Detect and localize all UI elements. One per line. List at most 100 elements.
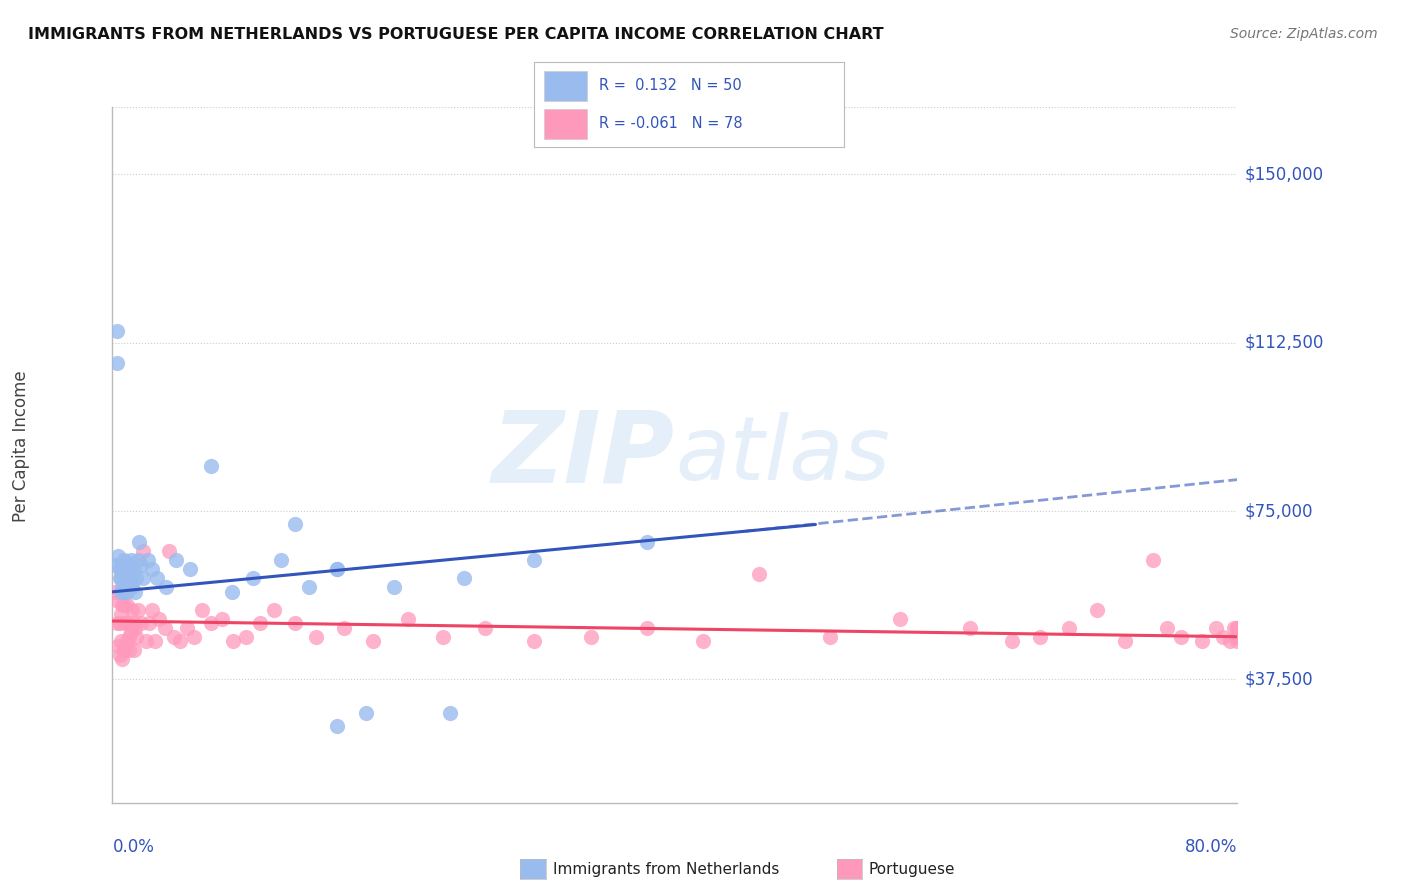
Point (122, 562, 145, 576)
Point (115, 634, 138, 648)
Point (1142, 553, 1164, 567)
Point (111, 599, 134, 613)
Point (818, 630, 841, 644)
Point (127, 603, 149, 617)
Point (118, 630, 141, 644)
Point (1223, 621, 1246, 635)
Point (636, 621, 658, 635)
Point (117, 571, 139, 585)
Point (249, 616, 271, 631)
Point (141, 603, 163, 617)
Point (155, 580, 177, 594)
Point (1226, 630, 1249, 644)
Point (1114, 634, 1136, 648)
Point (165, 553, 187, 567)
Point (110, 571, 132, 585)
Point (148, 612, 170, 626)
Point (115, 584, 138, 599)
Text: Portuguese: Portuguese (869, 863, 956, 877)
Point (298, 580, 321, 594)
Text: $112,500: $112,500 (1244, 334, 1323, 351)
Point (105, 356, 128, 370)
Text: IMMIGRANTS FROM NETHERLANDS VS PORTUGUESE PER CAPITA INCOME CORRELATION CHART: IMMIGRANTS FROM NETHERLANDS VS PORTUGUES… (28, 27, 884, 42)
Point (107, 594, 129, 608)
Point (1219, 634, 1241, 648)
Point (110, 634, 132, 648)
Point (200, 616, 222, 631)
Point (1226, 621, 1249, 635)
Point (1212, 630, 1234, 644)
Point (1085, 603, 1108, 617)
Point (200, 459, 222, 474)
Text: Source: ZipAtlas.com: Source: ZipAtlas.com (1230, 27, 1378, 41)
Point (326, 719, 349, 733)
Point (221, 584, 243, 599)
Point (115, 558, 138, 572)
Point (439, 706, 461, 720)
Text: 80.0%: 80.0% (1185, 838, 1237, 856)
Point (110, 607, 132, 622)
Point (326, 562, 349, 576)
Point (183, 630, 205, 644)
Point (110, 584, 132, 599)
Point (111, 580, 134, 594)
Point (122, 643, 145, 657)
Point (579, 630, 602, 644)
Point (326, 562, 349, 576)
Point (263, 603, 285, 617)
Point (235, 630, 257, 644)
Point (153, 621, 176, 635)
Point (1057, 621, 1080, 635)
Point (136, 553, 159, 567)
Point (141, 562, 163, 576)
Text: R =  0.132   N = 50: R = 0.132 N = 50 (599, 78, 742, 94)
Point (1205, 621, 1227, 635)
Point (157, 544, 180, 558)
Text: $150,000: $150,000 (1244, 165, 1323, 184)
Point (128, 535, 150, 549)
Point (138, 616, 160, 631)
Point (127, 553, 149, 567)
Point (120, 571, 142, 585)
Point (354, 706, 377, 720)
Point (382, 580, 405, 594)
Point (105, 616, 128, 631)
Point (108, 562, 131, 576)
Point (120, 553, 142, 567)
Point (1226, 630, 1249, 644)
Point (305, 630, 328, 644)
Point (1029, 630, 1052, 644)
Point (125, 571, 148, 585)
Point (108, 571, 131, 585)
Point (242, 571, 264, 585)
Point (453, 571, 475, 585)
Point (124, 584, 146, 599)
Point (361, 634, 384, 648)
Point (104, 584, 127, 599)
Bar (544, 109, 586, 139)
Point (211, 612, 233, 626)
Point (284, 517, 307, 532)
Point (107, 639, 129, 653)
Point (163, 630, 186, 644)
Point (1001, 634, 1024, 648)
Text: Immigrants from Netherlands: Immigrants from Netherlands (553, 863, 779, 877)
Text: R = -0.061   N = 78: R = -0.061 N = 78 (599, 116, 742, 131)
Point (270, 553, 292, 567)
Point (120, 625, 142, 640)
Point (129, 616, 152, 631)
Point (432, 630, 454, 644)
Point (132, 571, 155, 585)
Point (114, 571, 136, 585)
Point (111, 652, 134, 666)
Point (959, 621, 981, 635)
Text: 0.0%: 0.0% (112, 838, 155, 856)
Point (191, 603, 214, 617)
Point (118, 643, 141, 657)
Text: atlas: atlas (675, 412, 890, 498)
Point (107, 549, 129, 563)
Point (122, 616, 145, 631)
Point (692, 634, 714, 648)
Point (132, 544, 155, 558)
Point (105, 325, 128, 339)
